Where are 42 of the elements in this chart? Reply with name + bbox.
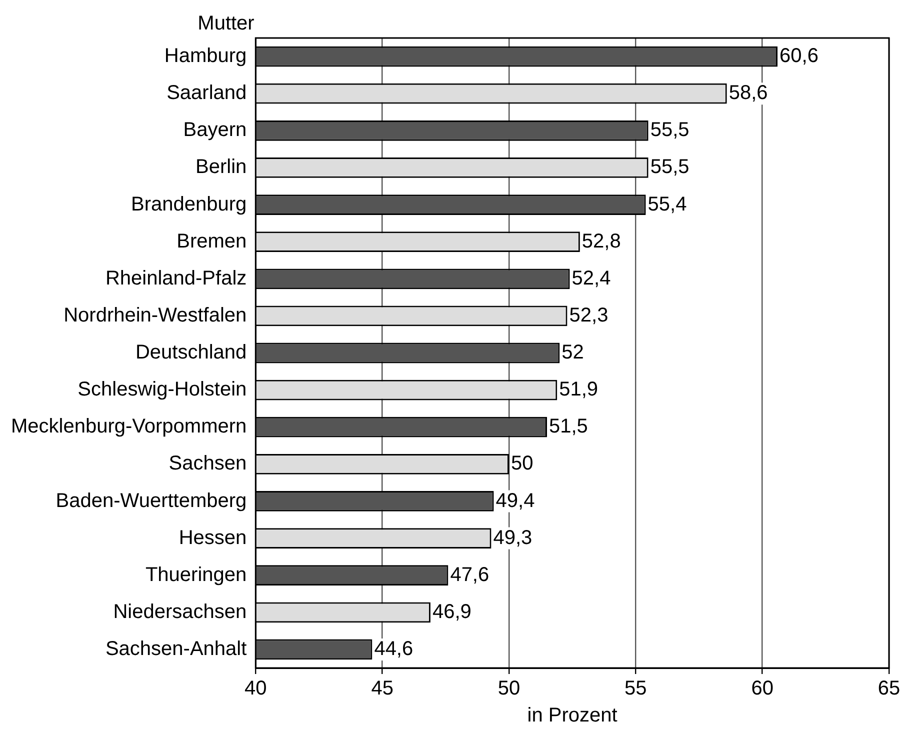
y-tick-label: Deutschland: [135, 342, 247, 364]
y-tick-label: Sachsen-Anhalt: [105, 638, 248, 660]
data-label: 51,5: [548, 416, 588, 438]
y-tick-label: Hessen: [178, 526, 247, 549]
data-label: 47,6: [450, 564, 490, 586]
x-tick-label: 55: [624, 678, 647, 700]
data-label: 58,6: [728, 82, 768, 104]
data-label: 52,4: [572, 267, 611, 290]
x-tick-label: 65: [878, 678, 900, 700]
y-tick-label: Schleswig-Holstein: [78, 378, 247, 401]
data-label: 50: [510, 452, 534, 475]
y-tick-label: Hamburg: [164, 45, 247, 68]
x-tick-label: 45: [371, 678, 394, 700]
x-tick-label: 50: [498, 678, 520, 700]
x-axis-title: in Prozent: [527, 704, 618, 727]
data-label: 55,4: [648, 193, 687, 216]
chart-title: Mutter: [198, 12, 255, 35]
data-label: 49,3: [493, 526, 532, 549]
y-tick-label: Sachsen: [168, 452, 247, 475]
x-tick-label: 40: [244, 678, 267, 700]
data-label: 52: [562, 342, 584, 364]
y-tick-label: Mecklenburg-Vorpommern: [11, 416, 247, 438]
data-label: 52,8: [582, 230, 621, 252]
y-tick-label: Niedersachsen: [113, 600, 247, 623]
y-tick-label: Brandenburg: [131, 193, 247, 216]
data-label: 49,4: [496, 490, 535, 512]
data-label: 52,3: [569, 304, 608, 326]
data-label: 44,6: [374, 638, 414, 660]
y-tick-label: Bayern: [183, 119, 247, 142]
y-tick-label: Berlin: [196, 156, 247, 178]
x-tick-label: 60: [751, 678, 774, 700]
y-tick-label: Bremen: [176, 230, 247, 252]
y-tick-label: Nordrhein-Westfalen: [64, 304, 247, 326]
data-label: 51,9: [559, 378, 598, 401]
y-tick-label: Saarland: [166, 82, 247, 104]
data-label: 55,5: [650, 119, 690, 142]
y-tick-label: Rheinland-Pfalz: [105, 267, 247, 290]
y-tick-label: Baden-Wuerttemberg: [56, 490, 247, 512]
data-label: 55,5: [650, 156, 690, 178]
data-label: 46,9: [432, 600, 472, 623]
data-label: 60,6: [780, 45, 818, 68]
y-tick-label: Thueringen: [145, 564, 247, 586]
